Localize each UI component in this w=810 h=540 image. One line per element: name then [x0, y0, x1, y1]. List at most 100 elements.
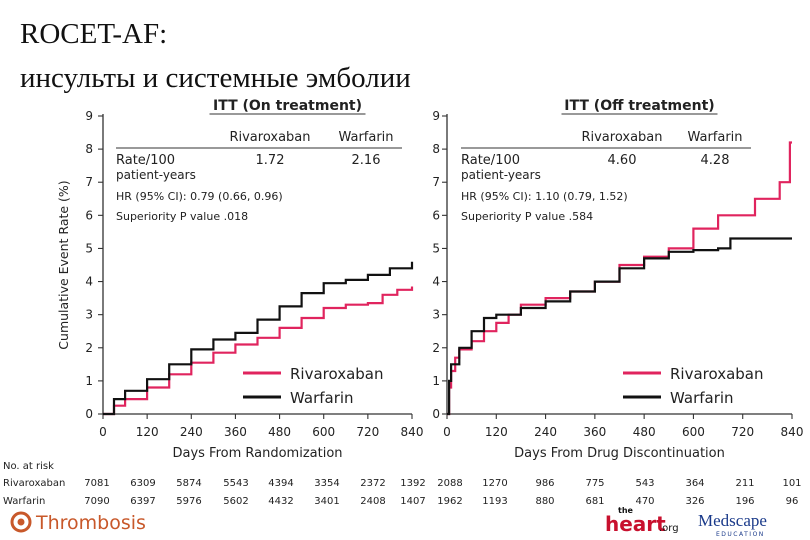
- at-risk-value-left: 5602: [223, 496, 248, 507]
- at-risk-value-left: 1407: [400, 496, 425, 507]
- left-y-tick-label: 4: [85, 275, 93, 289]
- right-rate-warfarin: 4.28: [701, 153, 730, 168]
- right-rate-rivaroxaban: 4.60: [608, 153, 637, 168]
- at-risk-value-left: 2372: [360, 478, 385, 489]
- at-risk-value-left: 7090: [84, 496, 109, 507]
- at-risk-value-right: 96: [786, 496, 799, 507]
- right-y-tick-label: 8: [432, 142, 440, 156]
- slide-title-box: ROCET-AF: инсульты и системные эмболии: [8, 12, 444, 98]
- right-rate-label-2: patient-years: [461, 168, 541, 182]
- left-rate-rivaroxaban: 1.72: [256, 153, 285, 168]
- left-y-tick-label: 7: [85, 175, 93, 189]
- right-x-tick-label: 720: [731, 425, 754, 439]
- left-x-tick-label: 120: [136, 425, 159, 439]
- slide-subtitle: инсульты и системные эмболии: [20, 62, 411, 94]
- right-header-warfarin: Warfarin: [687, 130, 742, 145]
- thrombosis-logo-dot: [17, 518, 25, 526]
- right-x-tick-label: 240: [534, 425, 557, 439]
- left-x-tick-label: 840: [401, 425, 424, 439]
- left-y-tick-label: 9: [85, 109, 93, 123]
- thrombosis-brand: Thrombosis: [35, 512, 146, 534]
- at-risk-value-left: 5874: [176, 478, 201, 489]
- right-panel-title: ITT (Off treatment): [564, 98, 714, 114]
- at-risk-row-label: Rivaroxaban: [3, 478, 65, 489]
- at-risk-value-left: 3401: [314, 496, 339, 507]
- left-y-tick-label: 1: [85, 374, 93, 388]
- left-y-tick-label: 3: [85, 308, 93, 322]
- left-x-tick-label: 360: [224, 425, 247, 439]
- theheart-logo-suffix: .org: [659, 523, 679, 534]
- at-risk-value-left: 5976: [176, 496, 201, 507]
- medscape-logo-sub: EDUCATION: [716, 531, 765, 538]
- at-risk-value-right: 1193: [482, 496, 507, 507]
- right-y-tick-label: 9: [432, 109, 440, 123]
- right-p-value: Superiority P value .584: [461, 210, 593, 223]
- left-panel: 0 1 2 3 4 5 6 7 8 9 0 120 240 360 480 600 720 840 Days Fro…: [85, 98, 423, 461]
- left-series-warfarin: [103, 261, 414, 416]
- right-y-tick-label: 4: [432, 275, 440, 289]
- at-risk-value-left: 4394: [268, 478, 293, 489]
- left-hazard-ratio: HR (95% CI): 0.79 (0.66, 0.96): [116, 190, 283, 203]
- left-y-tick-label: 8: [85, 142, 93, 156]
- thrombosis-logo-ring: [10, 511, 32, 533]
- at-risk-value-right: 681: [585, 496, 604, 507]
- at-risk-value-left: 4432: [268, 496, 293, 507]
- at-risk-value-right: 364: [685, 478, 704, 489]
- at-risk-value-right: 211: [735, 478, 754, 489]
- right-x-tick-label: 120: [485, 425, 508, 439]
- theheart-logo-top: the: [618, 506, 634, 515]
- right-rate-label: Rate/100: [461, 153, 520, 168]
- at-risk-value-left: 1392: [400, 478, 425, 489]
- right-y-tick-label: 2: [432, 341, 440, 355]
- at-risk-value-right: 1270: [482, 478, 507, 489]
- at-risk-value-left: 3354: [314, 478, 339, 489]
- left-y-tick-label: 5: [85, 241, 93, 255]
- right-y-tick-label: 5: [432, 241, 440, 255]
- theheart-logo-main: heart: [605, 512, 666, 536]
- left-y-tick-label: 2: [85, 341, 93, 355]
- at-risk-value-right: 1962: [437, 496, 462, 507]
- left-panel-title: ITT (On treatment): [213, 98, 362, 114]
- left-rate-warfarin: 2.16: [352, 153, 381, 168]
- at-risk-value-left: 6309: [130, 478, 155, 489]
- right-x-tick-label: 360: [583, 425, 606, 439]
- left-y-tick-label: 6: [85, 208, 93, 222]
- right-panel: 0 1 2 3 4 5 6 7 8 9 0 120 240 360 480 600 720 840 Days Fro…: [432, 98, 803, 461]
- medscape-logo-main: Medscape: [698, 511, 767, 530]
- right-y-tick-label: 3: [432, 308, 440, 322]
- at-risk-value-right: 101: [782, 478, 801, 489]
- left-x-tick-label: 720: [356, 425, 379, 439]
- at-risk-value-right: 543: [635, 478, 654, 489]
- right-header-rivaroxaban: Rivaroxaban: [581, 130, 662, 145]
- at-risk-value-right: 196: [735, 496, 754, 507]
- left-x-tick-label: 480: [268, 425, 291, 439]
- slide-title: ROCET-AF:: [20, 18, 168, 50]
- right-y-tick-label: 1: [432, 374, 440, 388]
- at-risk-value-right: 470: [635, 496, 654, 507]
- right-legend-label-warfarin: Warfarin: [670, 389, 734, 407]
- right-y-tick-label: 0: [432, 407, 440, 421]
- right-y-tick-label: 6: [432, 208, 440, 222]
- y-axis-label: Cumulative Event Rate (%): [56, 180, 71, 349]
- at-risk-title: No. at risk: [3, 461, 54, 472]
- at-risk-value-right: 986: [535, 478, 554, 489]
- left-legend-label-warfarin: Warfarin: [290, 389, 354, 407]
- right-y-tick-label: 7: [432, 175, 440, 189]
- right-x-tick-label: 0: [443, 425, 451, 439]
- left-y-tick-label: 0: [85, 407, 93, 421]
- right-x-tick-label: 480: [633, 425, 656, 439]
- at-risk-value-right: 2088: [437, 478, 462, 489]
- left-legend-label-rivaroxaban: Rivaroxaban: [290, 365, 384, 383]
- right-x-axis-title: Days From Drug Discontinuation: [514, 446, 725, 461]
- left-x-tick-label: 600: [312, 425, 335, 439]
- at-risk-value-left: 7081: [84, 478, 109, 489]
- right-hazard-ratio: HR (95% CI): 1.10 (0.79, 1.52): [461, 190, 628, 203]
- right-x-tick-label: 600: [682, 425, 705, 439]
- at-risk-value-right: 775: [585, 478, 604, 489]
- at-risk-value-right: 326: [685, 496, 704, 507]
- left-series-rivaroxaban: [103, 286, 414, 416]
- at-risk-value-right: 880: [535, 496, 554, 507]
- right-legend-label-rivaroxaban: Rivaroxaban: [670, 365, 764, 383]
- left-header-warfarin: Warfarin: [338, 130, 393, 145]
- right-series-warfarin: [447, 237, 792, 416]
